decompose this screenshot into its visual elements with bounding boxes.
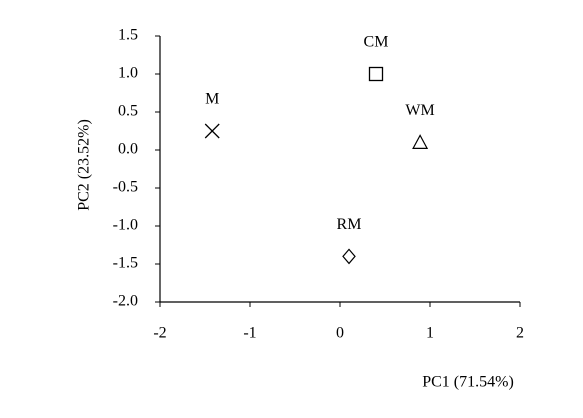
y-tick-label: 1.5 [118,27,138,44]
point [342,248,356,265]
point [368,66,384,82]
y-tick-label: -1.0 [113,217,138,234]
point-label: RM [337,216,362,233]
y-tick-label: 1.0 [118,65,138,82]
y-tick-label: -0.5 [113,179,138,196]
x-tick-label: -1 [243,325,256,342]
point-label: CM [364,34,389,51]
y-axis-title: PC2 (23.52%) [76,119,93,211]
x-tick-label: -2 [153,325,166,342]
y-tick-label: -1.5 [113,255,138,272]
point [204,123,220,139]
y-tick-label: -2.0 [113,293,138,310]
x-tick-label: 2 [516,325,524,342]
x-tick-label: 0 [336,325,344,342]
x-tick-label: 1 [426,325,434,342]
point-label: WM [405,102,434,119]
point-label: M [205,91,219,108]
y-tick-label: 0.5 [118,103,138,120]
point [412,134,429,149]
y-tick-label: 0.0 [118,141,138,158]
x-axis-title: PC1 (71.54%) [422,374,514,391]
